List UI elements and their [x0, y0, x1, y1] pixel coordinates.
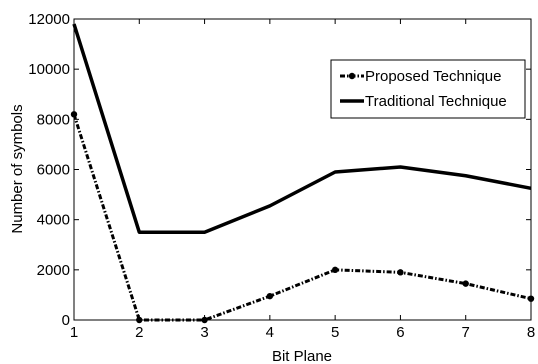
y-tick-label: 8000	[37, 111, 70, 128]
y-axis-label: Number of symbols	[9, 104, 26, 233]
legend-box	[330, 59, 526, 119]
x-tick-label: 1	[70, 324, 78, 341]
series-point-proposed	[331, 266, 339, 274]
legend: Proposed Technique Traditional Technique	[330, 59, 526, 119]
legend-label-traditional: Traditional Technique	[365, 93, 507, 110]
series-point-proposed	[462, 280, 469, 287]
series-line-proposed	[72, 113, 532, 322]
y-tick-label: 6000	[37, 162, 70, 179]
series-layer	[70, 23, 535, 324]
y-tick-label: 4000	[37, 212, 70, 229]
legend-label-proposed: Proposed Technique	[365, 68, 502, 85]
series-point-proposed	[136, 316, 143, 324]
x-axis-label: Bit Plane	[272, 348, 332, 364]
series-point-proposed	[397, 269, 404, 276]
x-tick-label: 5	[331, 324, 339, 341]
legend-marker-proposed	[348, 72, 356, 80]
x-tick-label: 8	[527, 324, 535, 341]
x-tick-label: 7	[462, 324, 470, 341]
series-point-proposed	[70, 111, 78, 118]
x-tick-label: 6	[396, 324, 404, 341]
series-line-traditional	[72, 23, 532, 234]
series-point-proposed	[527, 295, 535, 302]
series-point-proposed	[266, 292, 274, 300]
y-tick-label: 10000	[28, 61, 70, 78]
x-tick-label: 4	[266, 324, 274, 341]
y-tick-label: 12000	[28, 11, 70, 28]
x-tick-label: 2	[135, 324, 143, 341]
series-point-proposed	[201, 316, 208, 324]
y-tick-label: 2000	[37, 262, 70, 279]
y-tick-label: 0	[62, 312, 70, 329]
x-axis-ticks: 1 2 3 4 5 6 7 8	[70, 19, 535, 341]
y-axis-ticks: 0 2000 4000 6000 8000 10000 12000	[28, 11, 531, 329]
x-tick-label: 3	[200, 324, 208, 341]
